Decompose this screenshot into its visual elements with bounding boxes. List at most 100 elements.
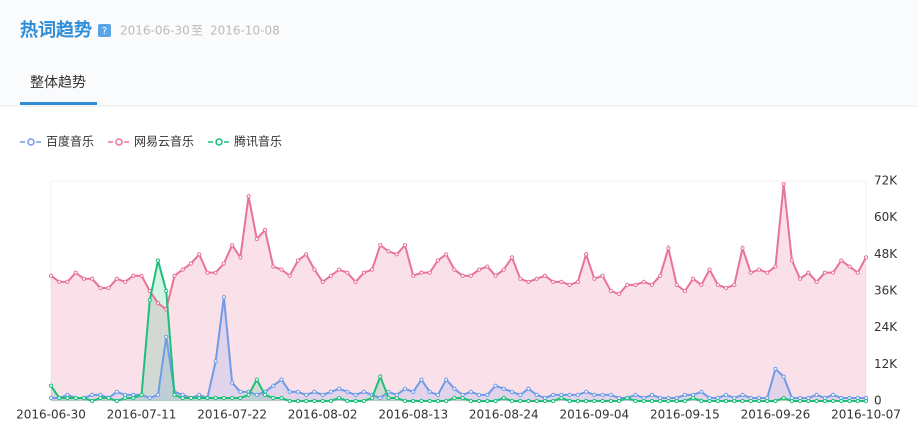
legend-label[interactable]: 腾讯音乐 — [234, 134, 282, 149]
y-tick-label: 12K — [874, 357, 898, 371]
point — [411, 389, 416, 394]
point — [748, 270, 753, 275]
point — [57, 279, 62, 284]
point — [723, 285, 729, 291]
point — [567, 392, 572, 397]
point — [501, 395, 506, 401]
point — [723, 398, 729, 404]
point — [254, 377, 259, 382]
point — [493, 383, 498, 388]
area — [51, 297, 866, 401]
x-tick-label: 2016-09-15 — [650, 408, 720, 422]
x-tick-label: 2016-07-11 — [107, 408, 177, 422]
point — [682, 392, 687, 397]
point — [131, 273, 136, 278]
point — [715, 282, 720, 287]
tab[interactable]: 整体趋势 — [30, 75, 86, 91]
point — [773, 398, 778, 404]
point — [114, 389, 119, 394]
point — [501, 386, 506, 391]
point — [419, 270, 424, 275]
point — [534, 398, 539, 404]
point — [814, 279, 819, 284]
point — [353, 279, 358, 284]
point — [460, 273, 465, 278]
x-tick-label: 2016-09-26 — [741, 408, 811, 422]
point — [353, 398, 358, 404]
point — [526, 279, 531, 284]
point — [427, 270, 432, 275]
point — [279, 395, 284, 401]
point — [271, 264, 276, 269]
point — [493, 398, 498, 404]
point — [559, 279, 564, 284]
point — [863, 398, 869, 404]
point — [139, 392, 144, 397]
line — [50, 260, 866, 403]
point — [674, 282, 679, 287]
line — [51, 296, 866, 400]
point — [411, 398, 416, 404]
point — [254, 392, 259, 397]
point — [756, 267, 762, 272]
point — [460, 395, 465, 401]
point — [221, 261, 226, 266]
point — [369, 267, 375, 272]
x-tick-label: 2016-08-02 — [288, 408, 358, 422]
point — [246, 392, 251, 397]
point — [155, 258, 161, 263]
point — [65, 395, 70, 401]
point — [345, 398, 350, 404]
point — [164, 288, 169, 294]
point — [386, 395, 391, 401]
point — [271, 395, 276, 401]
point — [246, 194, 251, 199]
point — [180, 395, 185, 401]
point — [575, 279, 580, 284]
point — [155, 301, 161, 306]
help-icon[interactable] — [98, 24, 111, 37]
point — [262, 227, 268, 232]
point — [419, 377, 424, 382]
point — [863, 255, 869, 260]
point — [452, 386, 457, 391]
point — [361, 389, 366, 394]
point — [847, 264, 852, 269]
help-icon-text[interactable]: ? — [102, 26, 107, 37]
point — [402, 243, 408, 248]
point — [312, 398, 317, 404]
start-date: 2016-06-30 — [120, 24, 190, 38]
y-tick-label: 0 — [874, 394, 882, 408]
y-tick-label: 24K — [874, 320, 898, 334]
point — [814, 398, 819, 404]
point — [699, 282, 704, 287]
point — [287, 389, 292, 394]
legend-label[interactable]: 百度音乐 — [46, 134, 94, 149]
point — [476, 398, 482, 404]
point — [534, 392, 539, 397]
point — [822, 398, 827, 404]
point — [328, 273, 333, 278]
point — [633, 282, 638, 287]
point — [394, 395, 399, 401]
legend-label[interactable]: 网易云音乐 — [134, 134, 194, 149]
point — [378, 374, 383, 379]
point — [180, 267, 185, 272]
point — [238, 395, 243, 401]
point — [485, 392, 490, 397]
point — [691, 395, 696, 401]
point — [789, 398, 795, 404]
point — [567, 398, 572, 404]
point — [625, 282, 630, 287]
point — [164, 334, 169, 339]
point — [444, 398, 449, 404]
point — [435, 398, 441, 404]
point — [48, 273, 54, 278]
point — [518, 398, 523, 404]
point — [666, 246, 671, 251]
point — [715, 398, 720, 404]
point — [98, 395, 103, 401]
point — [361, 398, 366, 404]
